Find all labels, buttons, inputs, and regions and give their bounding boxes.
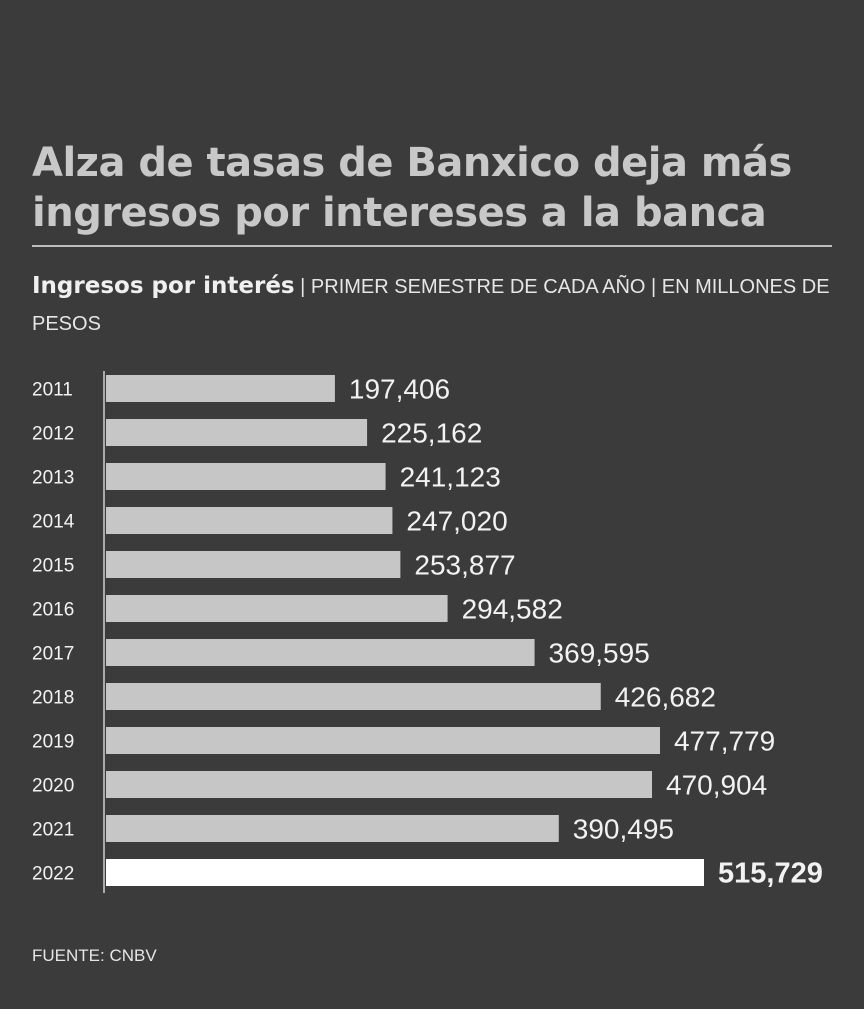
- bar-2012: [106, 419, 368, 446]
- value-label-2022: 515,729: [718, 858, 823, 890]
- bar-chart: 2011 197,406 2012 225,162 2013 241,123 2014 247…: [32, 371, 823, 893]
- chart-subtitle: Ingresos por interés | PRIMER SEMESTRE D…: [32, 268, 832, 342]
- bar-2014: [106, 507, 393, 534]
- category-label: 2018: [32, 688, 74, 709]
- category-label: 2017: [32, 644, 74, 665]
- value-label-2012: 225,162: [381, 418, 482, 449]
- category-label: 2014: [32, 512, 75, 533]
- bar-2020: [106, 771, 653, 798]
- value-label-2014: 247,020: [406, 506, 507, 537]
- value-label-2018: 426,682: [615, 682, 716, 713]
- bar-2019: [106, 727, 660, 754]
- bar-2018: [106, 683, 601, 710]
- category-label: 2015: [32, 556, 74, 577]
- bar-2021: [106, 815, 559, 842]
- bar-2016: [106, 595, 448, 622]
- title-divider: [32, 245, 832, 247]
- value-label-2015: 253,877: [414, 550, 515, 581]
- category-label: 2013: [32, 468, 74, 489]
- value-label-2017: 369,595: [549, 638, 650, 669]
- value-label-2011: 197,406: [349, 374, 450, 405]
- category-label: 2020: [32, 776, 74, 797]
- bar-2017: [106, 639, 535, 666]
- category-label: 2022: [32, 864, 74, 885]
- bar-2013: [106, 463, 386, 490]
- category-label: 2012: [32, 424, 74, 445]
- value-label-2019: 477,779: [674, 726, 775, 757]
- category-label: 2021: [32, 820, 74, 841]
- bar-2011: [106, 375, 335, 402]
- bar-2015: [106, 551, 401, 578]
- source-note: FUENTE: CNBV: [32, 946, 157, 965]
- category-label: 2019: [32, 732, 74, 753]
- chart-title: Alza de tasas de Banxico deja más ingres…: [32, 140, 792, 236]
- value-label-2021: 390,495: [573, 814, 674, 845]
- bar-2022: [106, 859, 704, 886]
- category-label: 2011: [32, 380, 73, 401]
- category-label: 2016: [32, 600, 74, 621]
- subtitle-measure: Ingresos por interés: [32, 273, 295, 299]
- value-label-2013: 241,123: [400, 462, 501, 493]
- value-label-2020: 470,904: [666, 770, 767, 801]
- value-label-2016: 294,582: [462, 594, 563, 625]
- subtitle-details: | PRIMER SEMESTRE DE CADA AÑO | EN MILLO…: [32, 276, 830, 335]
